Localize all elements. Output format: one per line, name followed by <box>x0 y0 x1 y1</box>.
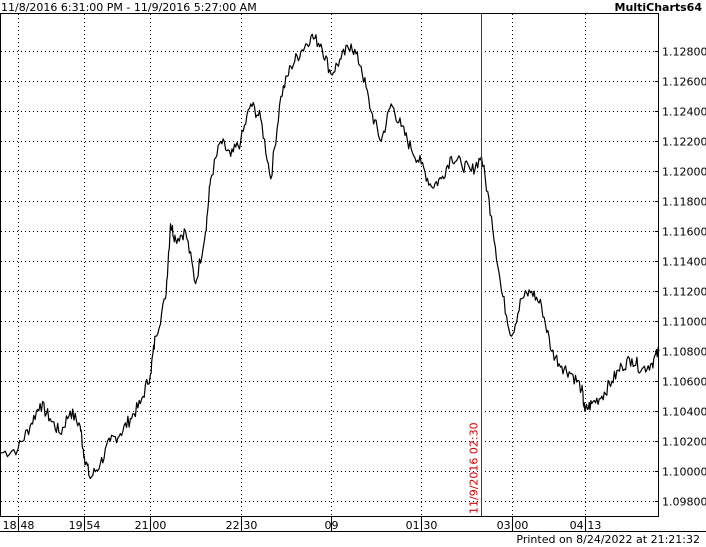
y-tick-label: 1.11800 <box>662 196 706 209</box>
price-line <box>0 33 660 480</box>
app-name-label: MultiCharts64 <box>614 1 702 14</box>
time-marker[interactable]: 11/9/2016 02:30 <box>468 14 482 517</box>
y-tick-label: 1.11600 <box>662 226 706 239</box>
x-tick-label: 01:30 <box>406 519 438 532</box>
y-tick-label: 1.12800 <box>662 46 706 59</box>
y-tick-label: 1.11000 <box>662 316 706 329</box>
x-tick-label: 19:54 <box>69 519 101 532</box>
y-tick-label: 1.10600 <box>662 376 706 389</box>
y-tick-label: 1.11200 <box>662 286 706 299</box>
x-tick-label: 03:00 <box>497 519 529 532</box>
y-axis: 1.09800 1.10000 1.10200 1.10400 1.10600 1.108… <box>655 46 706 509</box>
grid <box>1 14 659 516</box>
date-range-label: 11/8/2016 6:31:00 PM - 11/9/2016 5:27:00… <box>1 1 257 14</box>
y-tick-label: 1.12000 <box>662 166 706 179</box>
plot-frame <box>0 13 659 517</box>
x-tick-label: 21:00 <box>135 519 167 532</box>
y-tick-label: 1.12200 <box>662 136 706 149</box>
x-tick-label: 09 <box>325 519 339 532</box>
printed-timestamp: Printed on 8/24/2022 at 21:21:32 <box>516 533 700 546</box>
x-axis: 18:48 19:54 21:00 22:30 09 01:30 03:00 04:13 <box>3 516 602 532</box>
y-tick-label: 1.09800 <box>662 496 706 509</box>
y-tick-label: 1.12600 <box>662 76 706 89</box>
x-tick-label: 18:48 <box>3 519 35 532</box>
y-tick-label: 1.10200 <box>662 436 706 449</box>
x-tick-label: 22:30 <box>226 519 258 532</box>
y-tick-label: 1.10400 <box>662 406 706 419</box>
time-marker-label: 11/9/2016 02:30 <box>468 422 481 514</box>
x-tick-label: 04:13 <box>570 519 602 532</box>
y-tick-label: 1.11400 <box>662 256 706 269</box>
y-tick-label: 1.10800 <box>662 346 706 359</box>
y-tick-label: 1.10000 <box>662 466 706 479</box>
price-series <box>0 33 660 480</box>
y-tick-label: 1.12400 <box>662 106 706 119</box>
